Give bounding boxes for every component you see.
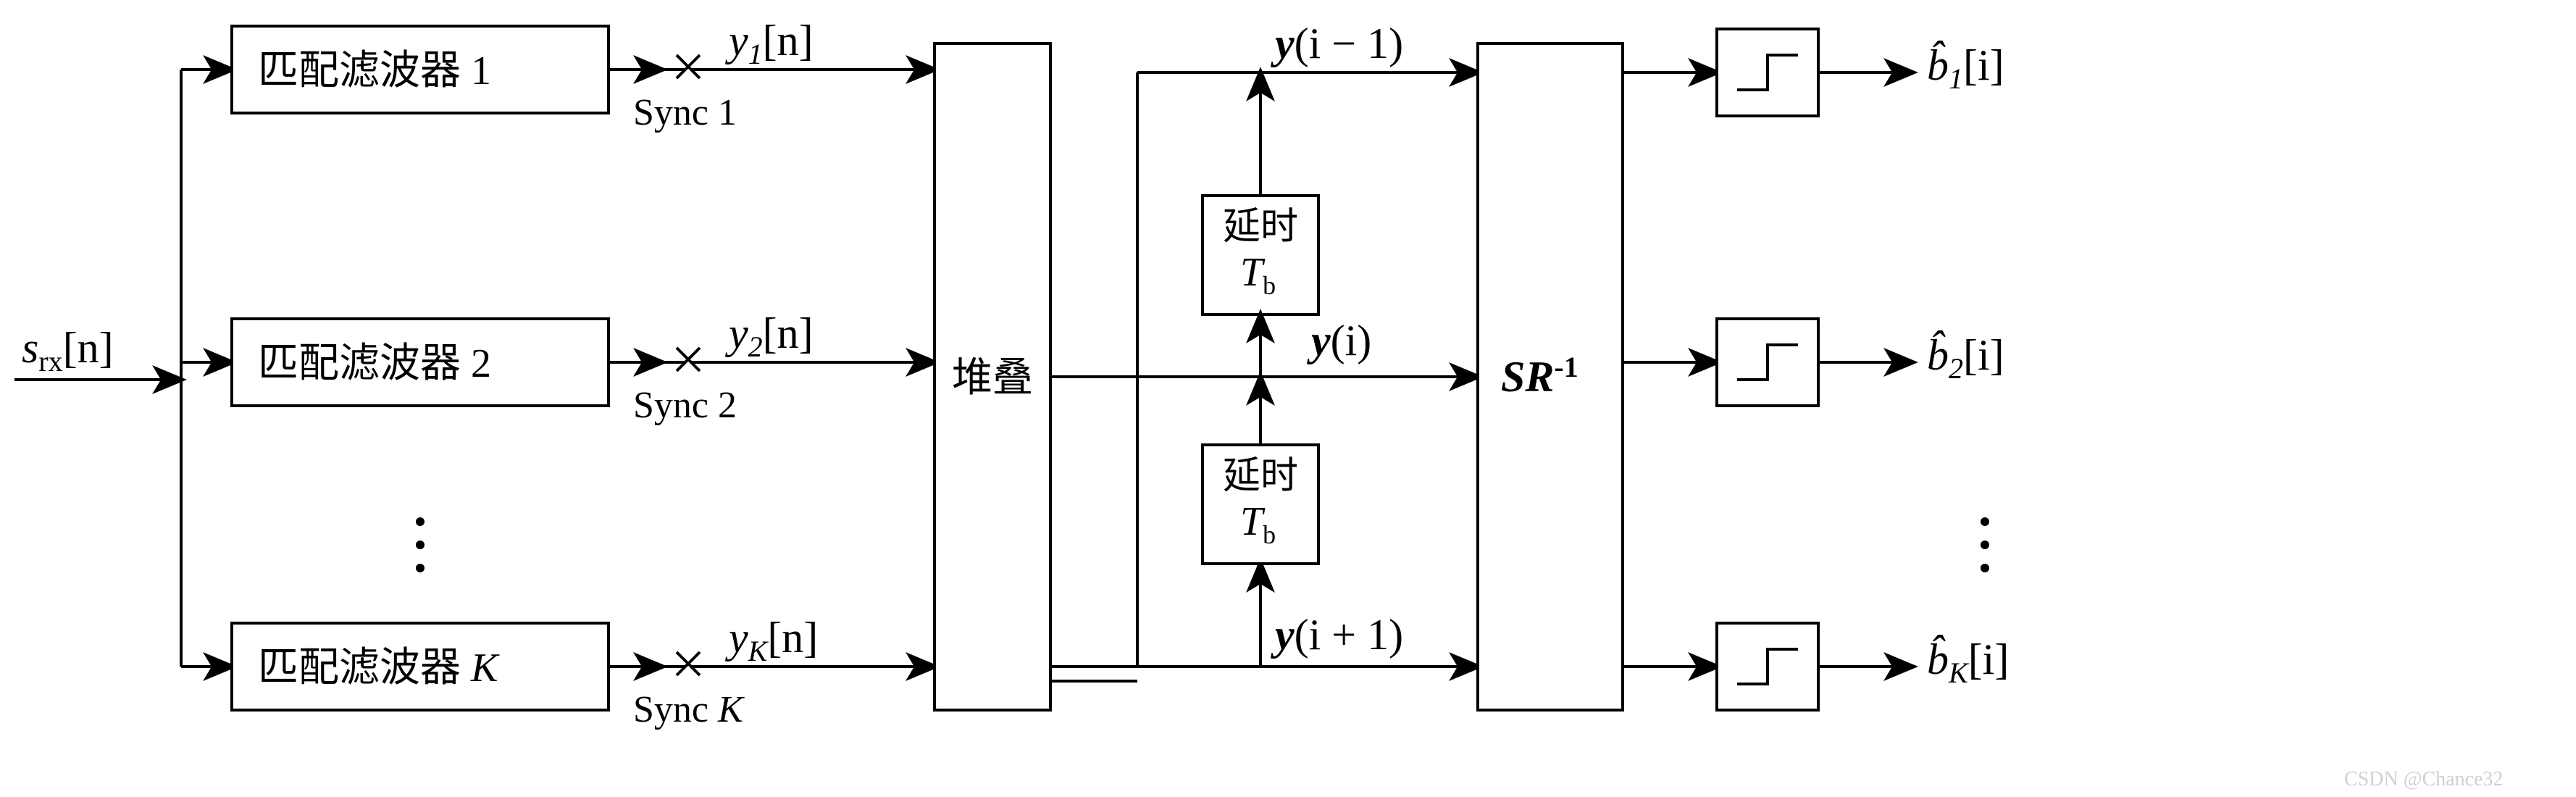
vdots bbox=[1981, 564, 1989, 572]
vdots bbox=[416, 564, 425, 572]
delay-top: 延时 bbox=[1223, 206, 1298, 248]
vdots bbox=[1981, 541, 1989, 549]
y-out-label: y2[n] bbox=[724, 309, 814, 363]
y-vec-2: y(i + 1) bbox=[1271, 611, 1403, 659]
y-out-label: yK[n] bbox=[724, 614, 818, 667]
watermark: CSDN @Chance32 bbox=[2344, 768, 2503, 790]
vdots bbox=[416, 517, 425, 526]
output-1: b̂1[i] bbox=[1927, 41, 2004, 95]
filter-label: 匹配滤波器 K bbox=[258, 646, 500, 690]
y-vec-0: y(i − 1) bbox=[1271, 20, 1403, 67]
sync-label: Sync K bbox=[633, 689, 745, 730]
filter-label: 匹配滤波器 2 bbox=[258, 341, 491, 386]
output-3: b̂K[i] bbox=[1927, 635, 2009, 689]
vdots bbox=[1981, 517, 1989, 526]
filter-label: 匹配滤波器 1 bbox=[258, 49, 491, 93]
sync-label: Sync 2 bbox=[633, 385, 737, 426]
y-vec-1: y(i) bbox=[1307, 317, 1371, 364]
input-label: srx[n] bbox=[22, 324, 114, 377]
y-out-label: y1[n] bbox=[724, 17, 814, 70]
output-2: b̂2[i] bbox=[1927, 331, 2004, 385]
sync-label: Sync 1 bbox=[633, 92, 737, 133]
stack-label: 堆叠 bbox=[952, 356, 1033, 401]
delay-top: 延时 bbox=[1223, 456, 1298, 497]
vdots bbox=[416, 541, 425, 549]
